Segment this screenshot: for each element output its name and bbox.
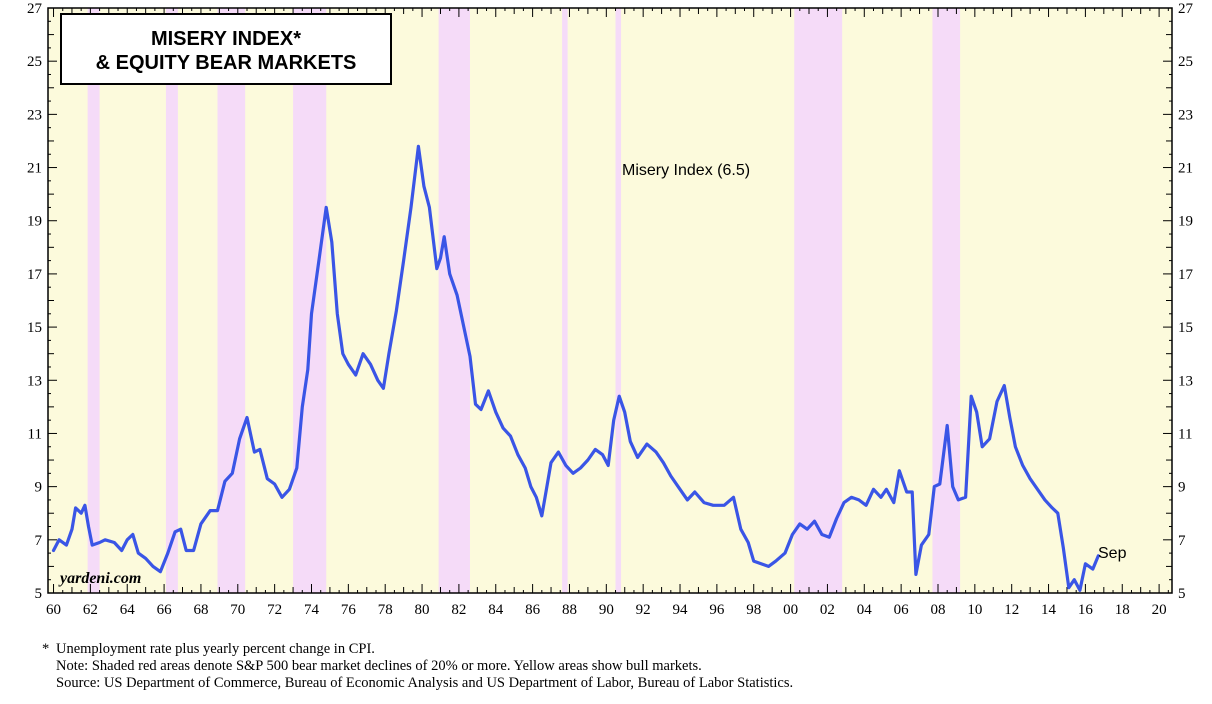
y-tick-label-left: 25 xyxy=(27,54,42,70)
y-tick-label-right: 13 xyxy=(1178,373,1193,389)
chart-title-line2: & EQUITY BEAR MARKETS xyxy=(96,52,357,74)
x-tick-label: 14 xyxy=(1041,602,1057,618)
x-tick-label: 04 xyxy=(857,602,873,618)
x-tick-label: 20 xyxy=(1152,602,1167,618)
x-tick-label: 10 xyxy=(967,602,982,618)
x-tick-label: 12 xyxy=(1004,602,1019,618)
y-tick-label-left: 21 xyxy=(27,161,42,177)
end-label: Sep xyxy=(1098,545,1127,562)
y-tick-label-left: 5 xyxy=(35,586,43,602)
bear-market-band xyxy=(217,8,246,593)
bear-market-band xyxy=(562,8,568,593)
y-tick-label-right: 11 xyxy=(1178,426,1192,442)
series-label: Misery Index (6.5) xyxy=(622,162,750,179)
y-tick-label-right: 7 xyxy=(1178,533,1186,549)
brand-watermark: yardeni.com xyxy=(58,570,141,587)
footnote-marker: * xyxy=(42,641,50,657)
x-tick-label: 70 xyxy=(230,602,245,618)
x-tick-label: 88 xyxy=(562,602,577,618)
bear-market-band xyxy=(615,8,622,593)
x-tick-label: 02 xyxy=(820,602,835,618)
axis-ticks xyxy=(48,7,1172,594)
bear-market-band xyxy=(438,8,470,593)
y-tick-label-right: 27 xyxy=(1178,1,1194,17)
x-tick-label: 82 xyxy=(451,602,466,618)
y-tick-label-left: 23 xyxy=(27,107,42,123)
chart: 5 7 9 11 13 15 17 19 21 23 25 27 5 7 9 11 13 15 17 19 21 23 2… xyxy=(27,1,1194,618)
bear-market-band xyxy=(87,8,100,593)
y-tick-label-left: 7 xyxy=(35,533,43,549)
y-tick-label-right: 9 xyxy=(1178,480,1186,496)
footnote-line1: Unemployment rate plus yearly percent ch… xyxy=(56,641,375,657)
bear-market-band xyxy=(293,8,327,593)
x-tick-label: 66 xyxy=(157,602,173,618)
plot-border xyxy=(47,7,1173,594)
x-tick-label: 64 xyxy=(120,602,136,618)
y-tick-label-right: 25 xyxy=(1178,54,1193,70)
y-tick-label-left: 27 xyxy=(27,1,43,17)
x-tick-label: 94 xyxy=(673,602,689,618)
x-tick-label: 78 xyxy=(378,602,393,618)
x-tick-label: 90 xyxy=(599,602,614,618)
y-tick-label-right: 23 xyxy=(1178,107,1193,123)
plot-background xyxy=(48,8,1172,593)
footnote-definition: * Unemployment rate plus yearly percent c… xyxy=(42,641,1202,658)
y-tick-label-right: 17 xyxy=(1178,267,1194,283)
x-tick-label: 76 xyxy=(341,602,357,618)
x-tick-label: 68 xyxy=(193,602,208,618)
x-tick-label: 60 xyxy=(46,602,61,618)
y-tick-label-left: 11 xyxy=(28,426,42,442)
y-tick-label-right: 5 xyxy=(1178,586,1186,602)
y-tick-label-left: 13 xyxy=(27,373,42,389)
y-tick-label-right: 15 xyxy=(1178,320,1193,336)
chart-title-box: MISERY INDEX* & EQUITY BEAR MARKETS xyxy=(60,13,392,85)
footnotes: * Unemployment rate plus yearly percent c… xyxy=(42,641,1202,692)
plot-frame xyxy=(47,7,1173,594)
x-tick-label: 72 xyxy=(267,602,282,618)
y-tick-label-left: 9 xyxy=(35,480,43,496)
x-tick-label: 18 xyxy=(1115,602,1130,618)
bear-market-band xyxy=(794,8,843,593)
y-tick-label-left: 19 xyxy=(27,214,42,230)
bear-market-band xyxy=(165,8,178,593)
y-axis-right-labels: 5 7 9 11 13 15 17 19 21 23 25 27 xyxy=(1178,1,1194,602)
y-tick-label-left: 17 xyxy=(27,267,43,283)
chart-title-line1: MISERY INDEX* xyxy=(151,28,301,50)
y-tick-label-right: 21 xyxy=(1178,161,1193,177)
x-tick-label: 98 xyxy=(746,602,761,618)
series-layer xyxy=(51,144,1100,592)
x-tick-label: 84 xyxy=(488,602,504,618)
bear-market-bands xyxy=(87,8,961,593)
x-tick-label: 96 xyxy=(709,602,725,618)
x-tick-label: 62 xyxy=(83,602,98,618)
x-tick-label: 86 xyxy=(525,602,541,618)
x-tick-label: 80 xyxy=(415,602,430,618)
y-tick-label-left: 15 xyxy=(27,320,42,336)
footnote-source: Source: US Department of Commerce, Burea… xyxy=(56,675,794,691)
y-axis-left-labels: 5 7 9 11 13 15 17 19 21 23 25 27 xyxy=(27,1,43,602)
x-tick-label: 92 xyxy=(636,602,651,618)
y-tick-label-right: 19 xyxy=(1178,214,1193,230)
x-tick-label: 16 xyxy=(1078,602,1094,618)
x-tick-label: 08 xyxy=(930,602,945,618)
x-tick-label: 06 xyxy=(894,602,910,618)
x-tick-label: 74 xyxy=(304,602,320,618)
footnote-note: Note: Shaded red areas denote S&P 500 be… xyxy=(56,658,702,674)
x-tick-label: 00 xyxy=(783,602,798,618)
title-box-border xyxy=(60,13,392,85)
bull-market-area xyxy=(48,8,1172,593)
bear-market-band xyxy=(932,8,961,593)
series-line-misery-index xyxy=(51,144,1100,592)
x-axis-labels: 60 62 64 66 68 70 72 74 76 78 80 82 84 86 88 90 92 94 96 98… xyxy=(46,602,1167,618)
